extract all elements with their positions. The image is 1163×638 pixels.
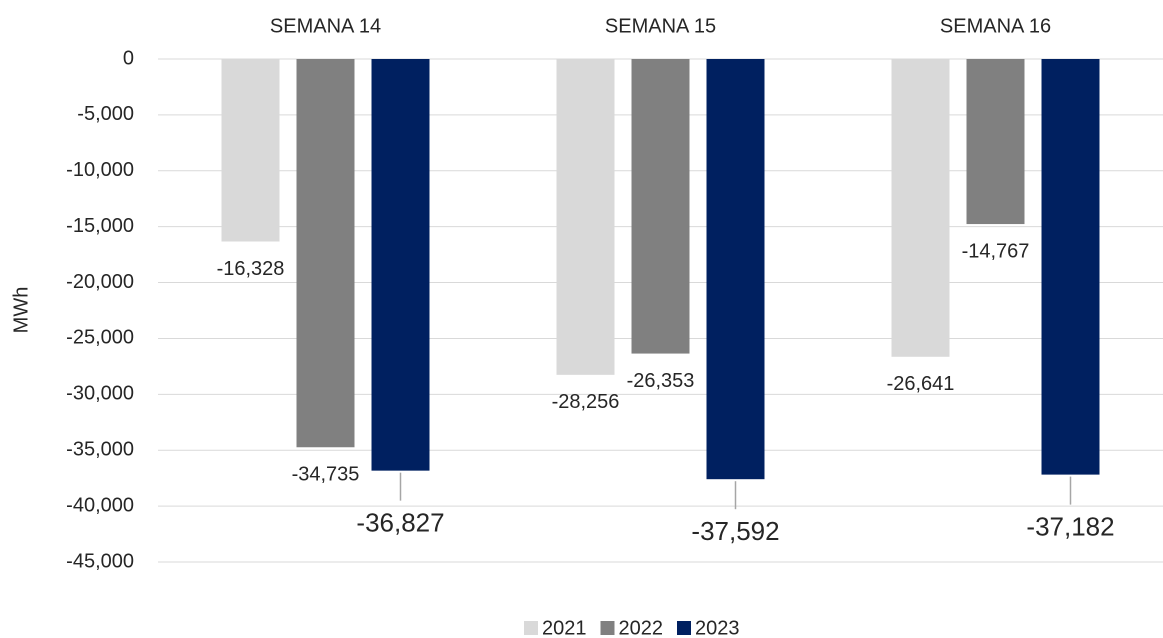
y-tick-label: -25,000 (66, 327, 134, 349)
bar (631, 59, 690, 354)
x-tick-label: SEMANA 15 (605, 15, 716, 37)
bar (966, 59, 1025, 225)
legend-label: 2023 (695, 617, 740, 638)
bar (556, 59, 615, 375)
data-label: -28,256 (552, 391, 620, 413)
data-label: -37,182 (1026, 511, 1114, 541)
legend-swatch (524, 621, 538, 635)
data-label: -37,592 (691, 516, 779, 546)
bar (706, 59, 765, 480)
bar (371, 59, 430, 471)
bar (221, 59, 280, 242)
legend-swatch (677, 621, 691, 635)
y-tick-label: -45,000 (66, 550, 134, 572)
y-tick-label: -40,000 (66, 494, 134, 516)
bar (1041, 59, 1100, 475)
x-tick-label: SEMANA 14 (270, 15, 381, 37)
y-axis-label: MWh (10, 287, 32, 334)
y-tick-label: -20,000 (66, 271, 134, 293)
y-tick-label: -30,000 (66, 383, 134, 405)
y-tick-label: -10,000 (66, 159, 134, 181)
data-label: -14,767 (962, 240, 1030, 262)
y-tick-label: -5,000 (77, 103, 134, 125)
y-tick-label: -15,000 (66, 215, 134, 237)
bar (891, 59, 950, 357)
legend-swatch (600, 621, 615, 635)
y-tick-label: 0 (123, 47, 134, 69)
data-label: -34,735 (292, 464, 360, 486)
data-label: -26,353 (627, 370, 695, 392)
y-tick-label: -35,000 (66, 439, 134, 461)
data-label: -26,641 (887, 373, 955, 395)
data-label: -36,827 (356, 508, 444, 538)
legend-label: 2022 (619, 617, 664, 638)
legend-label: 2021 (542, 617, 587, 638)
x-tick-label: SEMANA 16 (940, 15, 1051, 37)
bar (296, 59, 355, 448)
data-label: -16,328 (217, 258, 285, 280)
